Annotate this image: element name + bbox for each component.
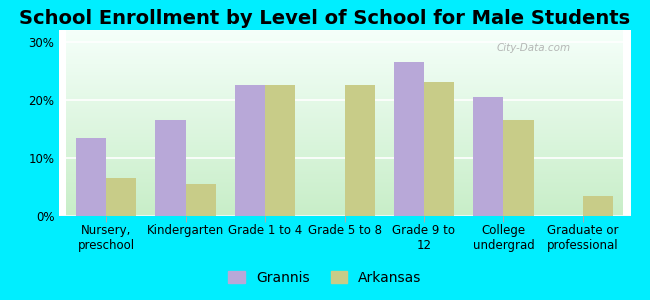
- Text: School Enrollment by Level of School for Male Students: School Enrollment by Level of School for…: [20, 9, 630, 28]
- Bar: [265, 85, 295, 216]
- Bar: [106, 178, 136, 216]
- Bar: [235, 85, 265, 216]
- Legend: Grannis, Arkansas: Grannis, Arkansas: [223, 265, 427, 290]
- Bar: [155, 120, 186, 216]
- Bar: [424, 82, 454, 216]
- Bar: [583, 196, 613, 216]
- Bar: [473, 97, 503, 216]
- Text: City-Data.com: City-Data.com: [496, 43, 570, 53]
- Bar: [503, 120, 534, 216]
- Bar: [344, 85, 374, 216]
- Bar: [394, 62, 424, 216]
- Bar: [76, 137, 106, 216]
- Bar: [186, 184, 216, 216]
